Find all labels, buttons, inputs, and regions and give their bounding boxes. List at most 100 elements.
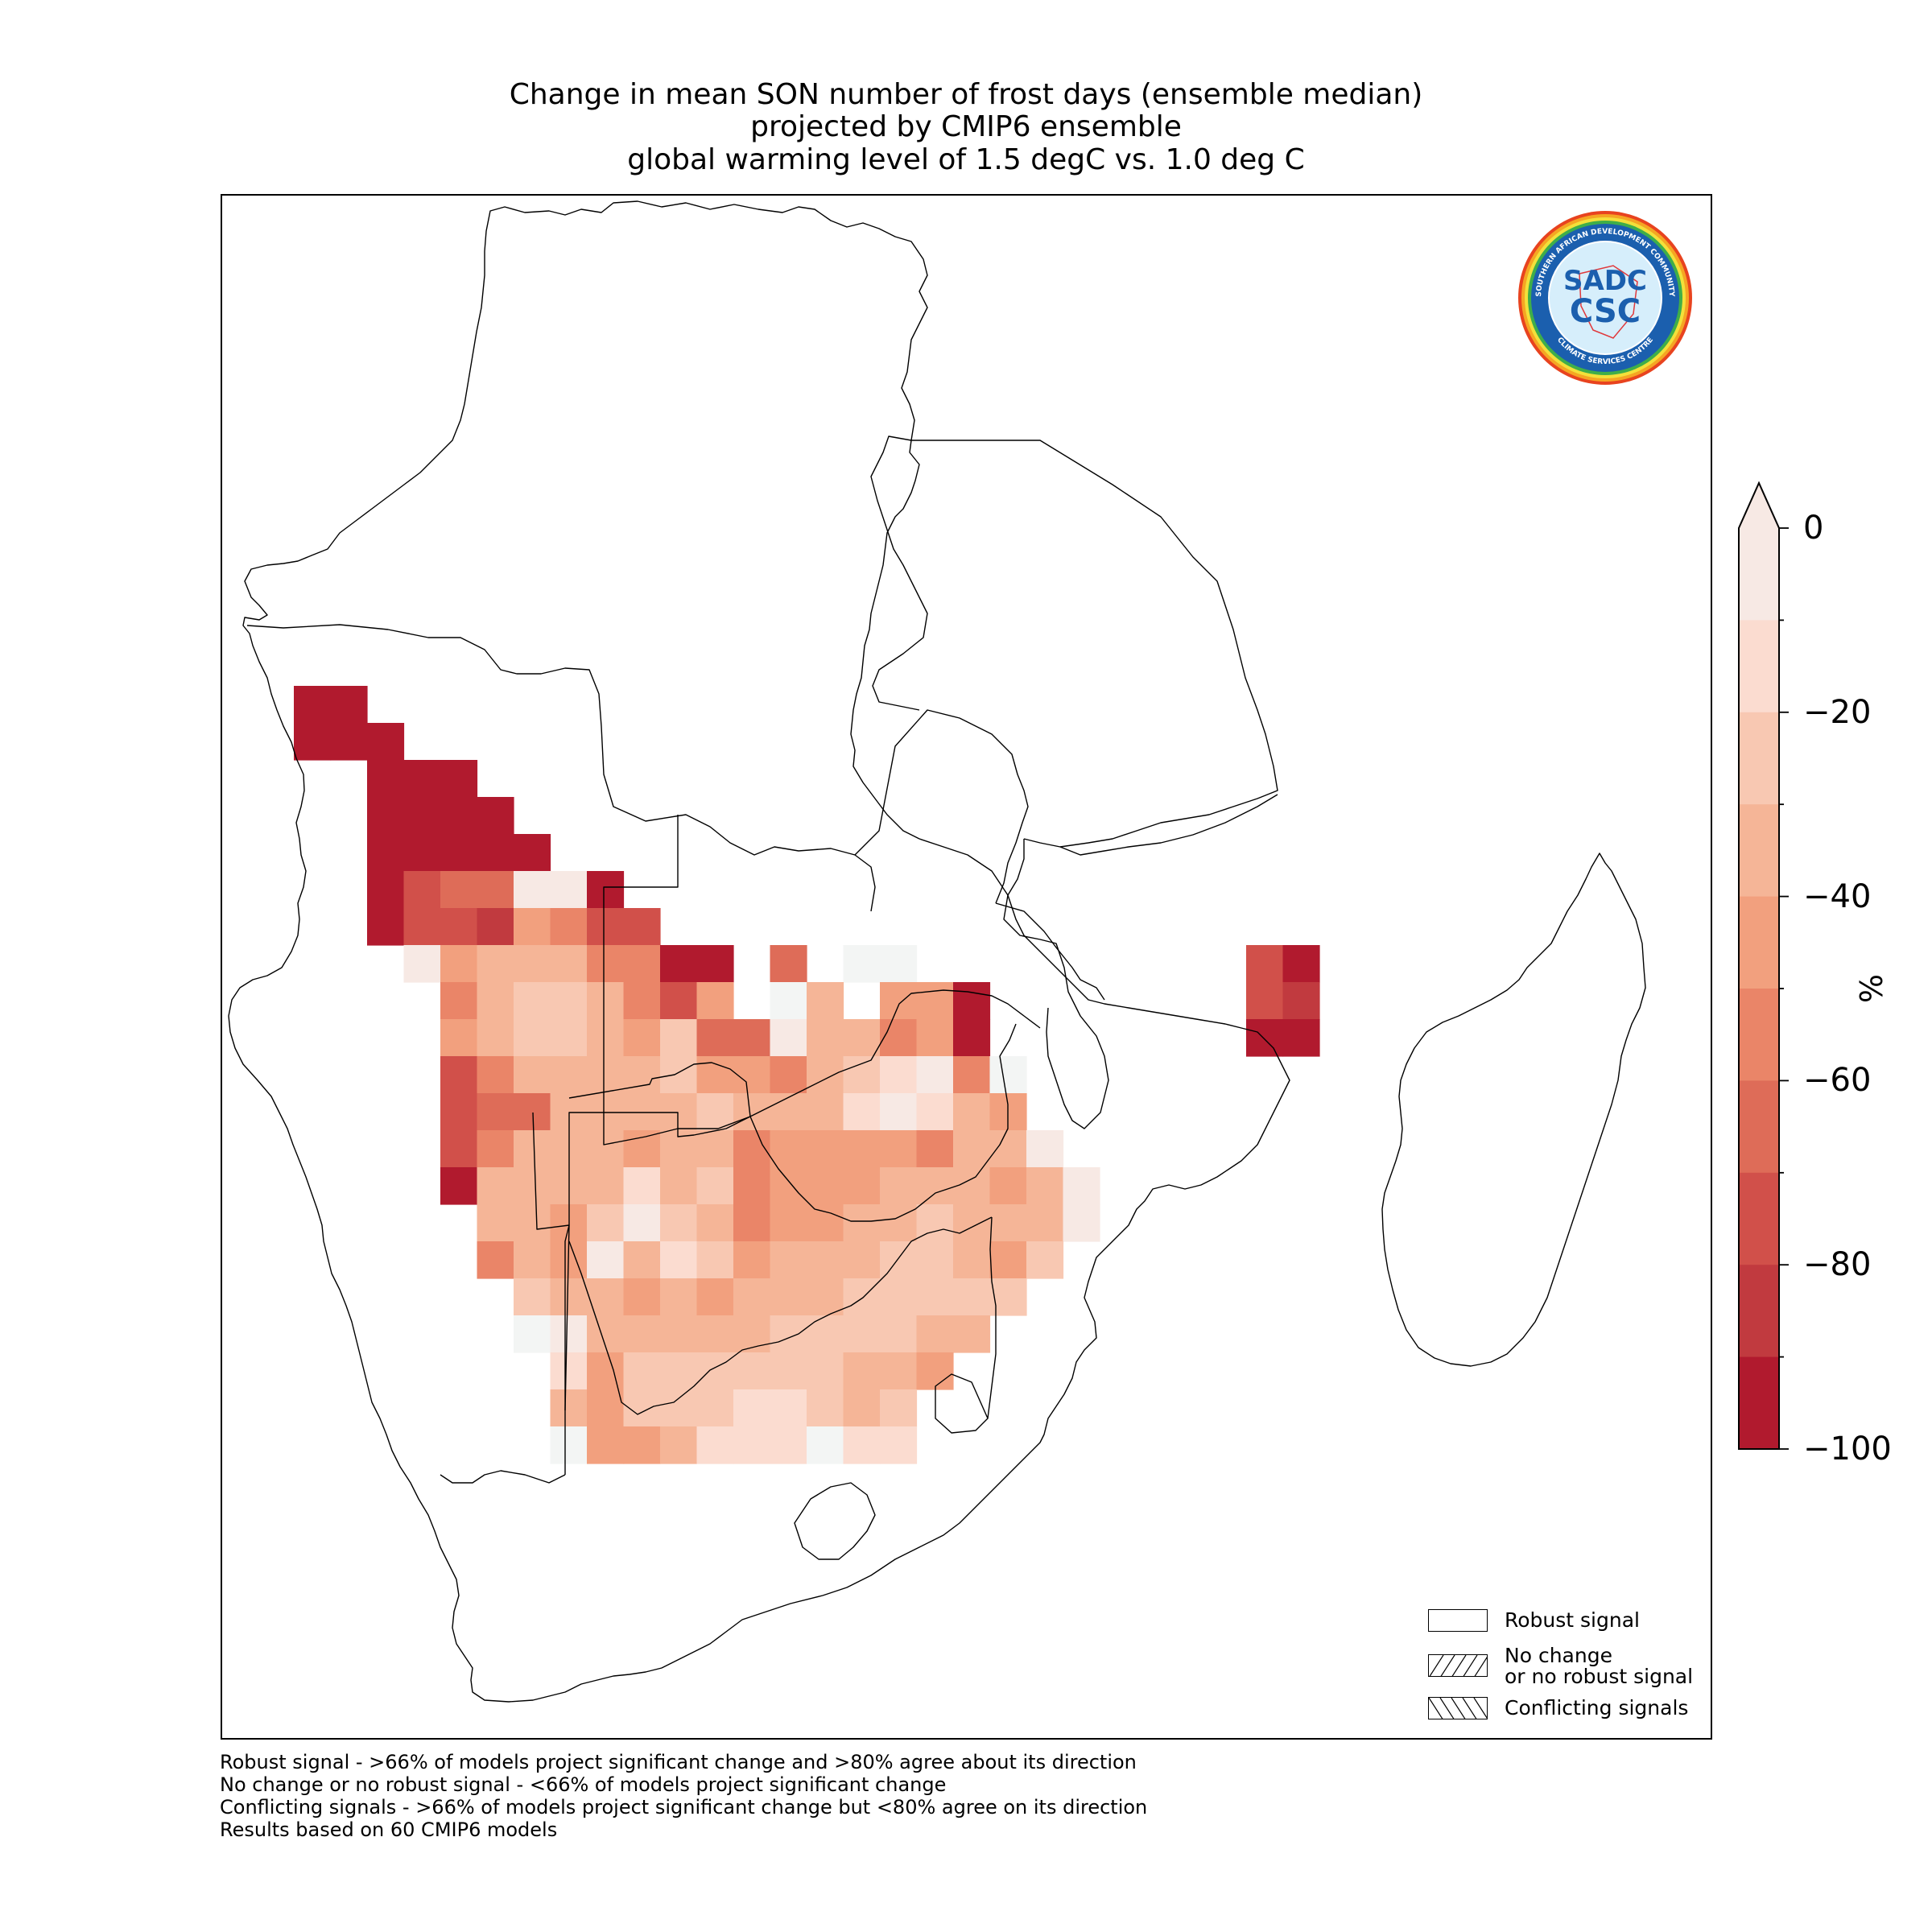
grid-cell (807, 1278, 844, 1316)
grid-cell (623, 1315, 661, 1353)
grid-cell (733, 1093, 771, 1131)
grid-cell (989, 1204, 1027, 1242)
coastline-mainland (228, 200, 1290, 1703)
grid-cell (550, 908, 588, 946)
grid-cell (440, 834, 478, 872)
grid-cell (733, 1426, 771, 1464)
colorbar-segment (1739, 1265, 1779, 1358)
grid-cell (660, 1056, 698, 1094)
border-tanzania-drc (870, 436, 928, 711)
grid-cell (550, 1352, 588, 1390)
grid-cell (623, 1352, 661, 1390)
grid-cell (696, 1426, 734, 1464)
grid-cell (477, 797, 514, 835)
colorbar-tick-label: −80 (1803, 1246, 1872, 1284)
legend-swatch-robust (1428, 1609, 1488, 1632)
chart-title-line-2: projected by CMIP6 ensemble (750, 110, 1182, 143)
grid-cell (733, 1278, 771, 1316)
grid-cell (660, 1278, 698, 1316)
grid-cell (733, 1315, 771, 1353)
grid-cell (770, 1204, 807, 1242)
grid-cell (440, 1167, 478, 1205)
grid-cell (770, 1352, 807, 1390)
grid-cell (477, 982, 514, 1020)
grid-cell (807, 1130, 844, 1168)
logo-mark-bottom: CSC (1570, 293, 1641, 330)
grid-cell (916, 1315, 954, 1353)
grid-cell (550, 1019, 588, 1057)
colorbar-segment (1739, 1080, 1779, 1174)
grid-cell (623, 1019, 661, 1057)
grid-cell (623, 1241, 661, 1279)
grid-cell (477, 1019, 514, 1057)
grid-cell (880, 1278, 918, 1316)
legend-swatch-no-change (1428, 1654, 1488, 1677)
grid-cell (477, 1204, 514, 1242)
grid-cell (514, 1167, 551, 1205)
legend-label-robust: Robust signal (1505, 1608, 1640, 1632)
grid-cell (953, 982, 991, 1020)
grid-cell (770, 1019, 807, 1057)
grid-cell (807, 1352, 844, 1390)
grid-cell (770, 1056, 807, 1094)
grid-cell (587, 1056, 625, 1094)
grid-cell (989, 1056, 1027, 1094)
grid-cell (477, 908, 514, 946)
grid-cell (916, 1093, 954, 1131)
grid-cell (953, 1056, 991, 1094)
grid-cell (733, 1241, 771, 1279)
grid-cell (403, 945, 441, 983)
colorbar-segment (1739, 712, 1779, 805)
grid-cell (770, 1389, 807, 1427)
grid-cell (770, 1278, 807, 1316)
grid-cell (916, 1241, 954, 1279)
grid-cell (770, 1130, 807, 1168)
colorbar (1738, 481, 1789, 1450)
legend-label-no-change-2: or no robust signal (1505, 1665, 1694, 1688)
grid-cell (1026, 1167, 1064, 1205)
border-namibia-sa (440, 1470, 566, 1484)
grid-cell (696, 1204, 734, 1242)
colorbar-tick-label: −60 (1803, 1062, 1872, 1100)
footnote-conflicting: Conflicting signals - >66% of models pro… (220, 1796, 1148, 1818)
grid-cell (953, 1093, 991, 1131)
grid-cell (514, 1093, 551, 1131)
grid-cell (587, 1389, 625, 1427)
grid-cell (403, 834, 441, 872)
grid-cell (880, 945, 918, 983)
chart-title-line-1: Change in mean SON number of frost days … (509, 78, 1423, 111)
grid-cell (514, 1019, 551, 1057)
border-mozambique-sa (987, 1216, 997, 1419)
grid-cell (916, 1130, 954, 1168)
grid-cell (477, 945, 514, 983)
legend-label-conflicting: Conflicting signals (1505, 1696, 1689, 1719)
grid-cell (696, 1278, 734, 1316)
grid-cell (660, 1019, 698, 1057)
grid-cell (660, 1426, 698, 1464)
grid-cell (733, 1389, 771, 1427)
grid-cell (807, 1167, 844, 1205)
grid-cell (807, 1315, 844, 1353)
grid-cell (403, 797, 441, 835)
grid-cell (477, 834, 514, 872)
grid-cell (880, 1130, 918, 1168)
grid-cell (843, 1241, 881, 1279)
grid-cell (294, 723, 332, 761)
border-botswana-sa-2 (568, 1216, 993, 1415)
grid-cell (330, 686, 368, 724)
border-botswana-southafrica (532, 1112, 570, 1410)
grid-cell (660, 1241, 698, 1279)
colorbar-segments (1739, 483, 1779, 1450)
grid-cell (843, 945, 881, 983)
grid-cell (623, 1278, 661, 1316)
grid-cell (880, 1056, 918, 1094)
grid-cell (1063, 1204, 1100, 1242)
colorbar-segment (1739, 620, 1779, 713)
grid-cell (1282, 1019, 1320, 1057)
grid-cell (880, 1389, 918, 1427)
border-tanzania (911, 440, 1278, 848)
grid-cell (367, 871, 405, 909)
grid-cell (696, 1352, 734, 1390)
grid-cell (807, 1389, 844, 1427)
logo-mark-top: SADC (1563, 265, 1647, 297)
